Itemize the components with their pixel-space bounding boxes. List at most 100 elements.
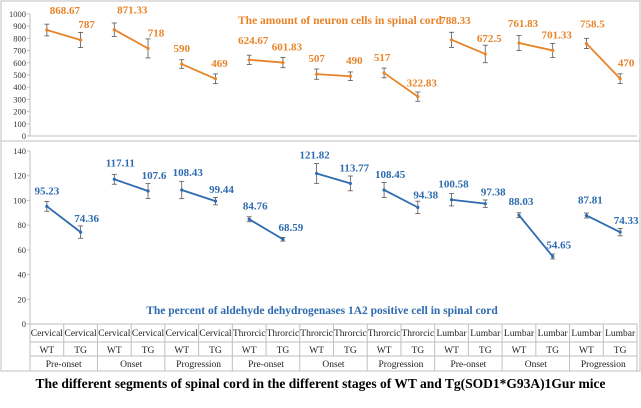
neuron-data-label: 590 bbox=[174, 43, 191, 55]
aldh-data-point bbox=[517, 213, 521, 217]
segment-label: Lumbar bbox=[470, 329, 501, 339]
stage-label: Progression bbox=[379, 360, 424, 370]
stage-label: Onset bbox=[525, 360, 548, 370]
segment-label: Cervical bbox=[199, 329, 232, 339]
stage-label: Onset bbox=[120, 360, 143, 370]
stage-label: Progression bbox=[581, 360, 626, 370]
aldh-data-point bbox=[112, 177, 116, 181]
aldh-data-point bbox=[247, 217, 251, 221]
aldh-series-line bbox=[383, 189, 419, 209]
aldh-data-label: 54.65 bbox=[546, 239, 571, 251]
segment-label: Throrcic bbox=[300, 329, 333, 339]
neuron-data-label: 517 bbox=[374, 52, 391, 64]
segment-label: Lumbar bbox=[504, 329, 535, 339]
aldh-series-line bbox=[181, 189, 216, 202]
neuron-y-tick-label: 500 bbox=[13, 70, 26, 80]
aldh-data-label: 74.36 bbox=[74, 213, 99, 225]
neuron-data-point bbox=[348, 74, 352, 78]
aldh-data-point bbox=[180, 188, 184, 192]
neuron-y-tick-label: 200 bbox=[13, 107, 26, 117]
aldh-data-label: 95.23 bbox=[34, 185, 59, 197]
neuron-data-label: 787 bbox=[78, 19, 95, 31]
neuron-data-point bbox=[146, 46, 150, 51]
neuron-data-point bbox=[551, 48, 555, 53]
aldh-y-tick-label: 40 bbox=[18, 270, 27, 280]
neuron-data-point bbox=[483, 52, 487, 56]
aldh-data-point bbox=[315, 171, 319, 176]
aldh-data-point bbox=[213, 199, 218, 203]
neuron-y-tick-label: 600 bbox=[13, 58, 26, 68]
aldh-series-line bbox=[114, 178, 149, 192]
aldh-y-tick-label: 60 bbox=[18, 245, 27, 255]
aldh-data-label: 87.81 bbox=[578, 194, 603, 206]
segment-label: Lumbar bbox=[605, 329, 636, 339]
neuron-series-line bbox=[585, 42, 621, 80]
neuron-chart: 0 100 200 300 400 500 600 700 800 900 1000 The amou… bbox=[9, 5, 637, 141]
aldh-data-label: 68.59 bbox=[279, 222, 304, 234]
stage-label: Pre-onset bbox=[450, 360, 486, 370]
segment-label: Throrcic bbox=[401, 329, 434, 339]
neuron-y-tick-label: 700 bbox=[13, 46, 26, 56]
neuron-data-label: 758.5 bbox=[580, 18, 605, 30]
neuron-series-line bbox=[451, 38, 486, 55]
aldh-data-point bbox=[584, 213, 589, 218]
genotype-label: WT bbox=[242, 346, 257, 356]
neuron-data-label: 469 bbox=[211, 58, 228, 70]
neuron-y-tick-label: 900 bbox=[13, 21, 26, 31]
neuron-data-point bbox=[45, 28, 49, 32]
segment-label: Cervical bbox=[98, 329, 131, 339]
aldh-y-tick-label: 80 bbox=[18, 220, 27, 230]
neuron-data-point bbox=[213, 77, 218, 81]
neuron-data-point bbox=[78, 38, 83, 42]
aldh-data-point bbox=[348, 181, 352, 186]
genotype-label: TG bbox=[74, 346, 87, 356]
neuron-data-label: 624.67 bbox=[238, 35, 269, 47]
aldh-data-label: 100.58 bbox=[438, 179, 469, 191]
genotype-label: WT bbox=[39, 346, 54, 356]
aldh-data-label: 107.6 bbox=[142, 170, 167, 182]
neuron-data-label: 672.5 bbox=[477, 33, 502, 45]
neuron-data-label: 788.33 bbox=[440, 15, 471, 27]
segment-label: Throrcic bbox=[233, 329, 266, 339]
neuron-series-line bbox=[383, 72, 419, 98]
genotype-label: WT bbox=[512, 346, 527, 356]
neuron-data-point bbox=[382, 71, 386, 75]
genotype-label: TG bbox=[614, 346, 627, 356]
aldh-data-label: 108.45 bbox=[375, 169, 406, 181]
genotype-label: WT bbox=[444, 346, 459, 356]
aldh-data-label: 99.44 bbox=[209, 184, 234, 196]
neuron-data-point bbox=[517, 41, 521, 45]
aldh-data-point bbox=[382, 188, 386, 192]
stage-label: Pre-onset bbox=[248, 360, 284, 370]
genotype-label: WT bbox=[309, 346, 324, 356]
genotype-label: TG bbox=[546, 346, 559, 356]
neuron-data-label: 322.83 bbox=[407, 78, 438, 90]
genotype-label: WT bbox=[107, 346, 122, 356]
aldh-chart-title: The percent of aldehyde dehydrogenases 1… bbox=[146, 305, 498, 317]
stage-label: Onset bbox=[322, 360, 345, 370]
neuron-data-label: 507 bbox=[308, 53, 325, 65]
aldh-data-point bbox=[146, 189, 150, 193]
neuron-data-point bbox=[281, 60, 285, 65]
aldh-data-point bbox=[618, 230, 622, 234]
aldh-series-line bbox=[316, 172, 351, 185]
aldh-data-point bbox=[281, 237, 285, 241]
segment-label: Throrcic bbox=[267, 329, 300, 339]
neuron-data-label: 490 bbox=[346, 55, 363, 67]
neuron-chart-title: The amount of neuron cells in spinal cor… bbox=[238, 15, 443, 27]
aldh-series-line bbox=[518, 214, 554, 258]
neuron-data-label: 470 bbox=[618, 58, 635, 70]
neuron-series-line bbox=[181, 63, 216, 80]
segment-label: Cervical bbox=[166, 329, 199, 339]
neuron-series-line bbox=[249, 58, 283, 64]
segment-label: Cervical bbox=[132, 329, 165, 339]
neuron-data-label: 718 bbox=[148, 27, 165, 39]
segment-label: Throrcic bbox=[368, 329, 401, 339]
neuron-y-tick-label: 400 bbox=[13, 82, 26, 92]
genotype-label: TG bbox=[142, 346, 155, 356]
neuron-y-tick-label: 100 bbox=[13, 119, 26, 129]
neuron-data-point bbox=[618, 77, 622, 81]
figure-caption: The different segments of spinal cord in… bbox=[35, 376, 606, 391]
